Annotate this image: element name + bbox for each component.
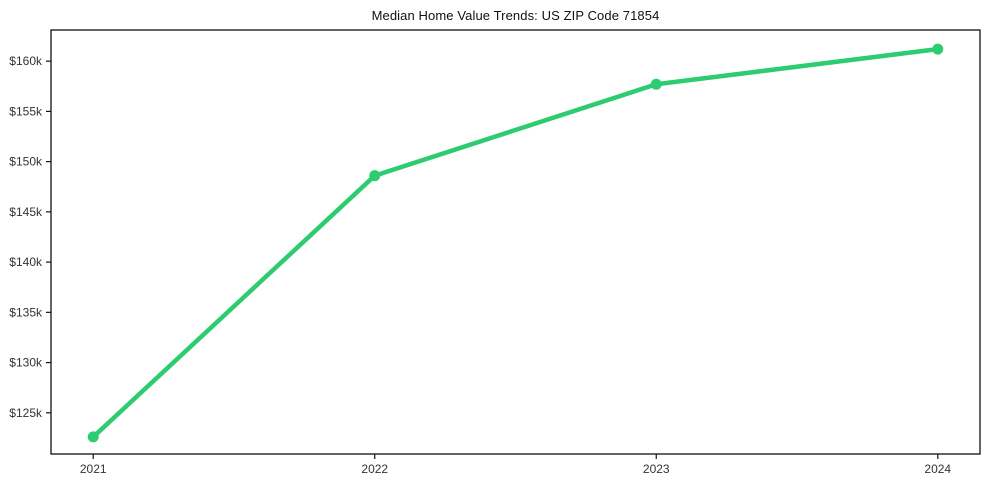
x-tick-label: 2022 [361,462,388,476]
y-tick-label: $140k [9,255,43,269]
chart-title: Median Home Value Trends: US ZIP Code 71… [371,8,660,23]
trend-line [90,46,941,440]
plot-frame [50,29,981,455]
y-tick-label: $125k [9,406,43,420]
data-point-marker [369,170,381,182]
data-point-marker [932,43,944,55]
x-tick-label: 2024 [924,462,951,476]
y-tick-label: $150k [9,155,43,169]
x-tick-label: 2023 [643,462,670,476]
y-tick-label: $130k [9,356,43,370]
x-tick-label: 2021 [80,462,107,476]
y-tick-label: $155k [9,104,43,118]
y-tick-label: $160k [9,54,43,68]
y-tick-label: $145k [9,205,43,219]
data-point-marker [650,78,662,90]
y-tick-label: $135k [9,305,43,319]
data-point-marker [87,431,99,443]
